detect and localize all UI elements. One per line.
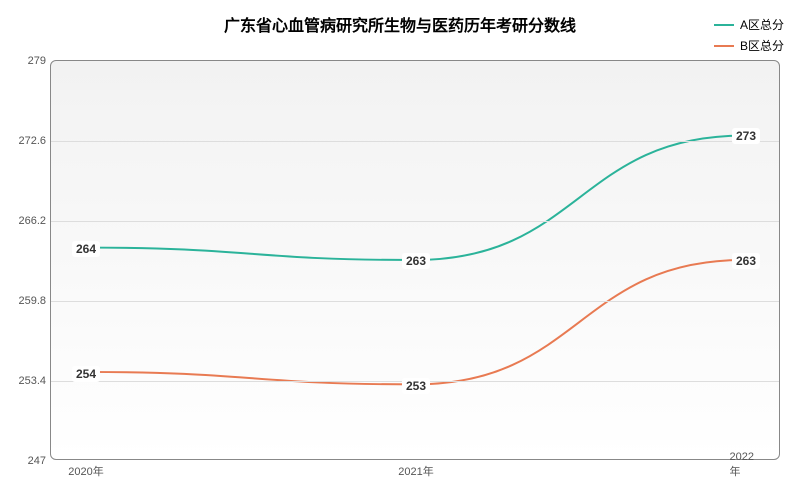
x-axis-label: 2021年 <box>398 463 433 479</box>
data-label: 254 <box>72 366 100 382</box>
legend-item-a: A区总分 <box>714 16 784 33</box>
data-label: 253 <box>402 378 430 394</box>
y-axis-label: 272.6 <box>11 135 46 147</box>
chart-title: 广东省心血管病研究所生物与医药历年考研分数线 <box>224 12 576 36</box>
grid-line <box>51 221 779 222</box>
x-axis-label: 2020年 <box>68 463 103 479</box>
legend-swatch-a <box>714 24 734 26</box>
chart-container: 广东省心血管病研究所生物与医药历年考研分数线 A区总分 B区总分 247253.… <box>0 0 800 500</box>
y-axis-label: 279 <box>11 55 46 67</box>
y-axis-label: 253.4 <box>11 375 46 387</box>
plot-area: 247253.4259.8266.2272.62792020年2021年2022… <box>50 60 780 460</box>
y-axis-label: 266.2 <box>11 215 46 227</box>
data-label: 264 <box>72 241 100 257</box>
grid-line <box>51 141 779 142</box>
legend: A区总分 B区总分 <box>714 16 784 58</box>
legend-item-b: B区总分 <box>714 37 784 54</box>
legend-swatch-b <box>714 45 734 47</box>
y-axis-label: 259.8 <box>11 295 46 307</box>
data-label: 263 <box>732 253 760 269</box>
x-axis-label: 2022年 <box>730 451 763 479</box>
legend-label-b: B区总分 <box>740 37 784 54</box>
data-label: 273 <box>732 128 760 144</box>
data-label: 263 <box>402 253 430 269</box>
legend-label-a: A区总分 <box>740 16 784 33</box>
y-axis-label: 247 <box>11 455 46 467</box>
grid-line <box>51 301 779 302</box>
series-line <box>87 136 744 260</box>
series-line <box>87 260 744 384</box>
